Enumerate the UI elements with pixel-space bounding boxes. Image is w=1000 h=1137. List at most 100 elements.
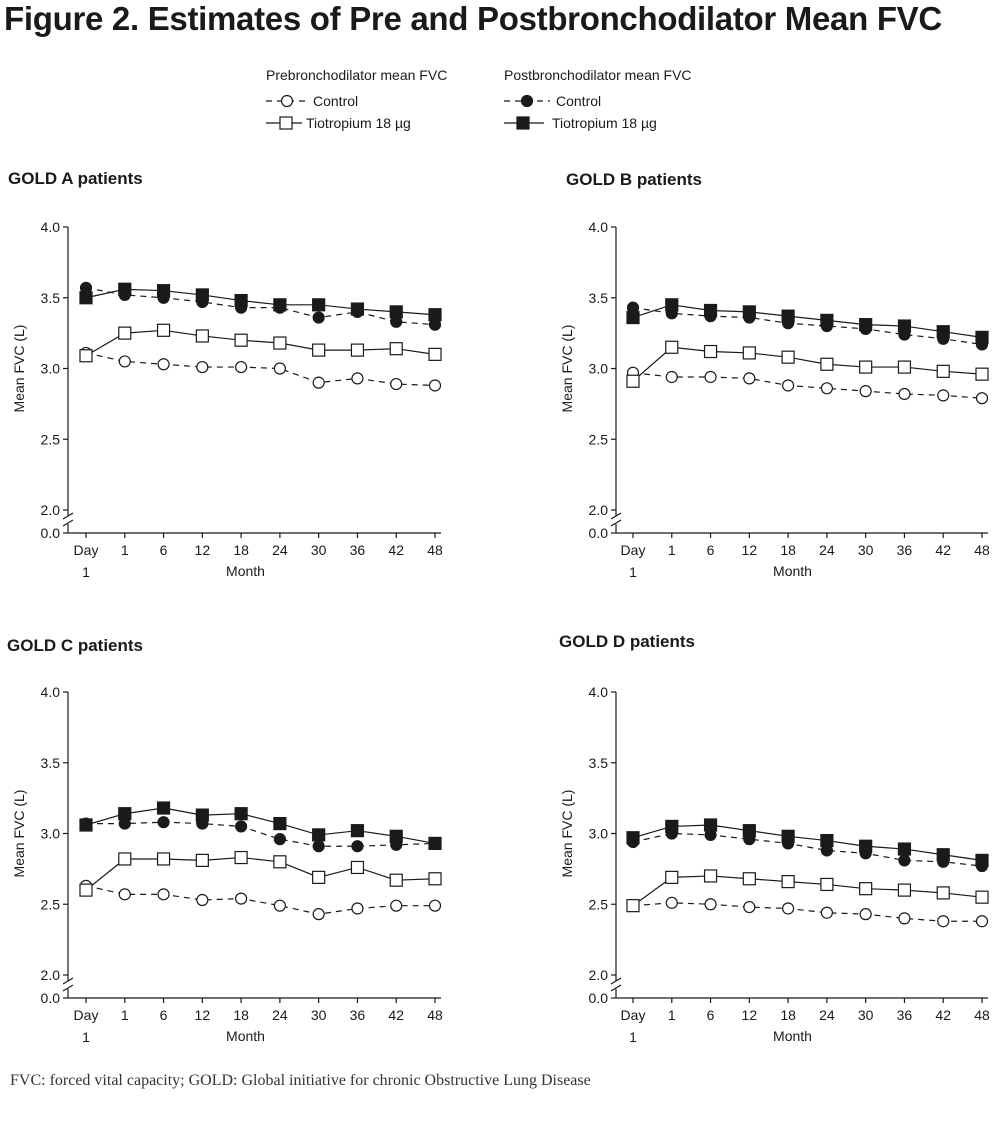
open-circle-marker-icon xyxy=(280,94,294,108)
y-tick-label: 2.0 xyxy=(41,502,61,518)
series-line xyxy=(632,346,983,382)
series-line xyxy=(632,902,982,922)
y-tick-label: 2.5 xyxy=(589,896,609,912)
x-tick-label: 1 xyxy=(668,1007,676,1023)
series-filled-square xyxy=(626,818,989,867)
x-tick-label-line: 1 xyxy=(82,1029,90,1045)
x-axis-label: Month xyxy=(773,1028,812,1044)
data-point xyxy=(820,877,834,892)
x-tick-label: Day 1 xyxy=(621,1007,646,1045)
x-tick-label: Day 1 xyxy=(621,542,646,580)
series-filled-square xyxy=(626,298,989,344)
data-point xyxy=(196,893,209,907)
data-point xyxy=(626,310,640,325)
series-filled-square xyxy=(79,801,442,851)
x-tick-label: 42 xyxy=(388,1007,404,1023)
x-tick-label: 24 xyxy=(272,1007,288,1023)
x-tick-label: 24 xyxy=(819,1007,835,1023)
x-tick-label: 6 xyxy=(707,542,715,558)
data-point xyxy=(859,360,873,374)
data-point xyxy=(350,860,365,875)
data-point xyxy=(781,309,795,323)
data-point xyxy=(897,883,912,897)
data-point xyxy=(312,376,325,389)
x-tick-label: 24 xyxy=(819,542,835,558)
y-tick-label: 0.0 xyxy=(41,525,61,541)
data-point xyxy=(975,915,989,928)
data-point xyxy=(897,319,912,333)
x-axis-label: Month xyxy=(226,563,265,579)
axis-break-mark xyxy=(62,984,74,992)
data-point xyxy=(742,305,756,319)
legend-post-control-label: Control xyxy=(556,93,601,109)
figure-title: Figure 2. Estimates of Pre and Postbronc… xyxy=(4,0,942,37)
legend-pre-control: Control xyxy=(266,93,358,109)
data-point xyxy=(898,387,911,401)
series-filled-circle xyxy=(79,816,442,853)
data-point xyxy=(118,852,132,866)
data-point xyxy=(975,392,989,405)
data-point xyxy=(118,807,132,821)
series-line xyxy=(86,821,436,847)
axis-break-mark xyxy=(62,512,74,520)
x-tick-label: 1 xyxy=(121,542,129,558)
series-line xyxy=(85,288,436,316)
x-tick-label: 36 xyxy=(350,542,366,558)
x-tick-label: 12 xyxy=(195,542,211,558)
data-point xyxy=(351,840,364,853)
data-point xyxy=(312,908,325,921)
data-point xyxy=(704,370,717,384)
data-point xyxy=(234,293,248,308)
axis-break-mark xyxy=(610,984,622,992)
data-point xyxy=(626,374,640,388)
filled-circle-marker-icon xyxy=(520,94,534,108)
x-tick-label: 6 xyxy=(160,542,168,558)
data-point xyxy=(703,344,718,359)
legend-pre-tiotropium: Tiotropium 18 µg xyxy=(266,115,411,131)
series-line xyxy=(85,287,436,326)
data-point xyxy=(118,326,132,340)
data-point xyxy=(975,367,989,381)
x-tick-label: 48 xyxy=(427,1007,443,1023)
y-tick-label: 2.0 xyxy=(589,502,609,518)
y-tick-label: 3.0 xyxy=(41,361,61,377)
data-point xyxy=(389,829,403,843)
data-point xyxy=(390,899,403,912)
data-point xyxy=(428,347,442,361)
legend-post-tiotropium: Tiotropium 18 µg xyxy=(504,115,657,131)
series-filled-circle xyxy=(626,301,989,351)
filled-square-marker-icon xyxy=(516,116,530,130)
series-line xyxy=(85,856,436,891)
data-point xyxy=(936,886,950,900)
data-point xyxy=(742,824,756,838)
data-point xyxy=(157,358,170,371)
data-point xyxy=(273,336,287,350)
data-point xyxy=(820,833,834,848)
y-tick-label: 0.0 xyxy=(589,525,609,541)
y-tick-label: 3.0 xyxy=(589,361,609,377)
data-point xyxy=(234,807,248,821)
y-axis-label: Mean FVC (L) xyxy=(559,790,575,878)
data-point xyxy=(235,892,248,905)
data-point xyxy=(79,291,93,305)
series-open-circle xyxy=(626,366,989,405)
data-point xyxy=(898,912,911,925)
data-point xyxy=(390,377,403,391)
series-open-square xyxy=(79,850,442,897)
data-point xyxy=(743,372,756,385)
x-tick-label: 30 xyxy=(858,1007,874,1023)
data-point xyxy=(665,340,679,354)
legend-post-tiotropium-label: Tiotropium 18 µg xyxy=(552,115,657,131)
data-point xyxy=(428,899,442,912)
x-axis-label: Month xyxy=(773,563,812,579)
data-point xyxy=(118,888,131,901)
data-point xyxy=(703,303,718,318)
data-point xyxy=(273,899,286,912)
axis-break-mark xyxy=(610,512,622,520)
data-point xyxy=(936,364,950,378)
panel-title: GOLD D patients xyxy=(559,632,695,651)
x-tick-label: 36 xyxy=(897,542,913,558)
open-square-marker-icon xyxy=(279,116,293,130)
